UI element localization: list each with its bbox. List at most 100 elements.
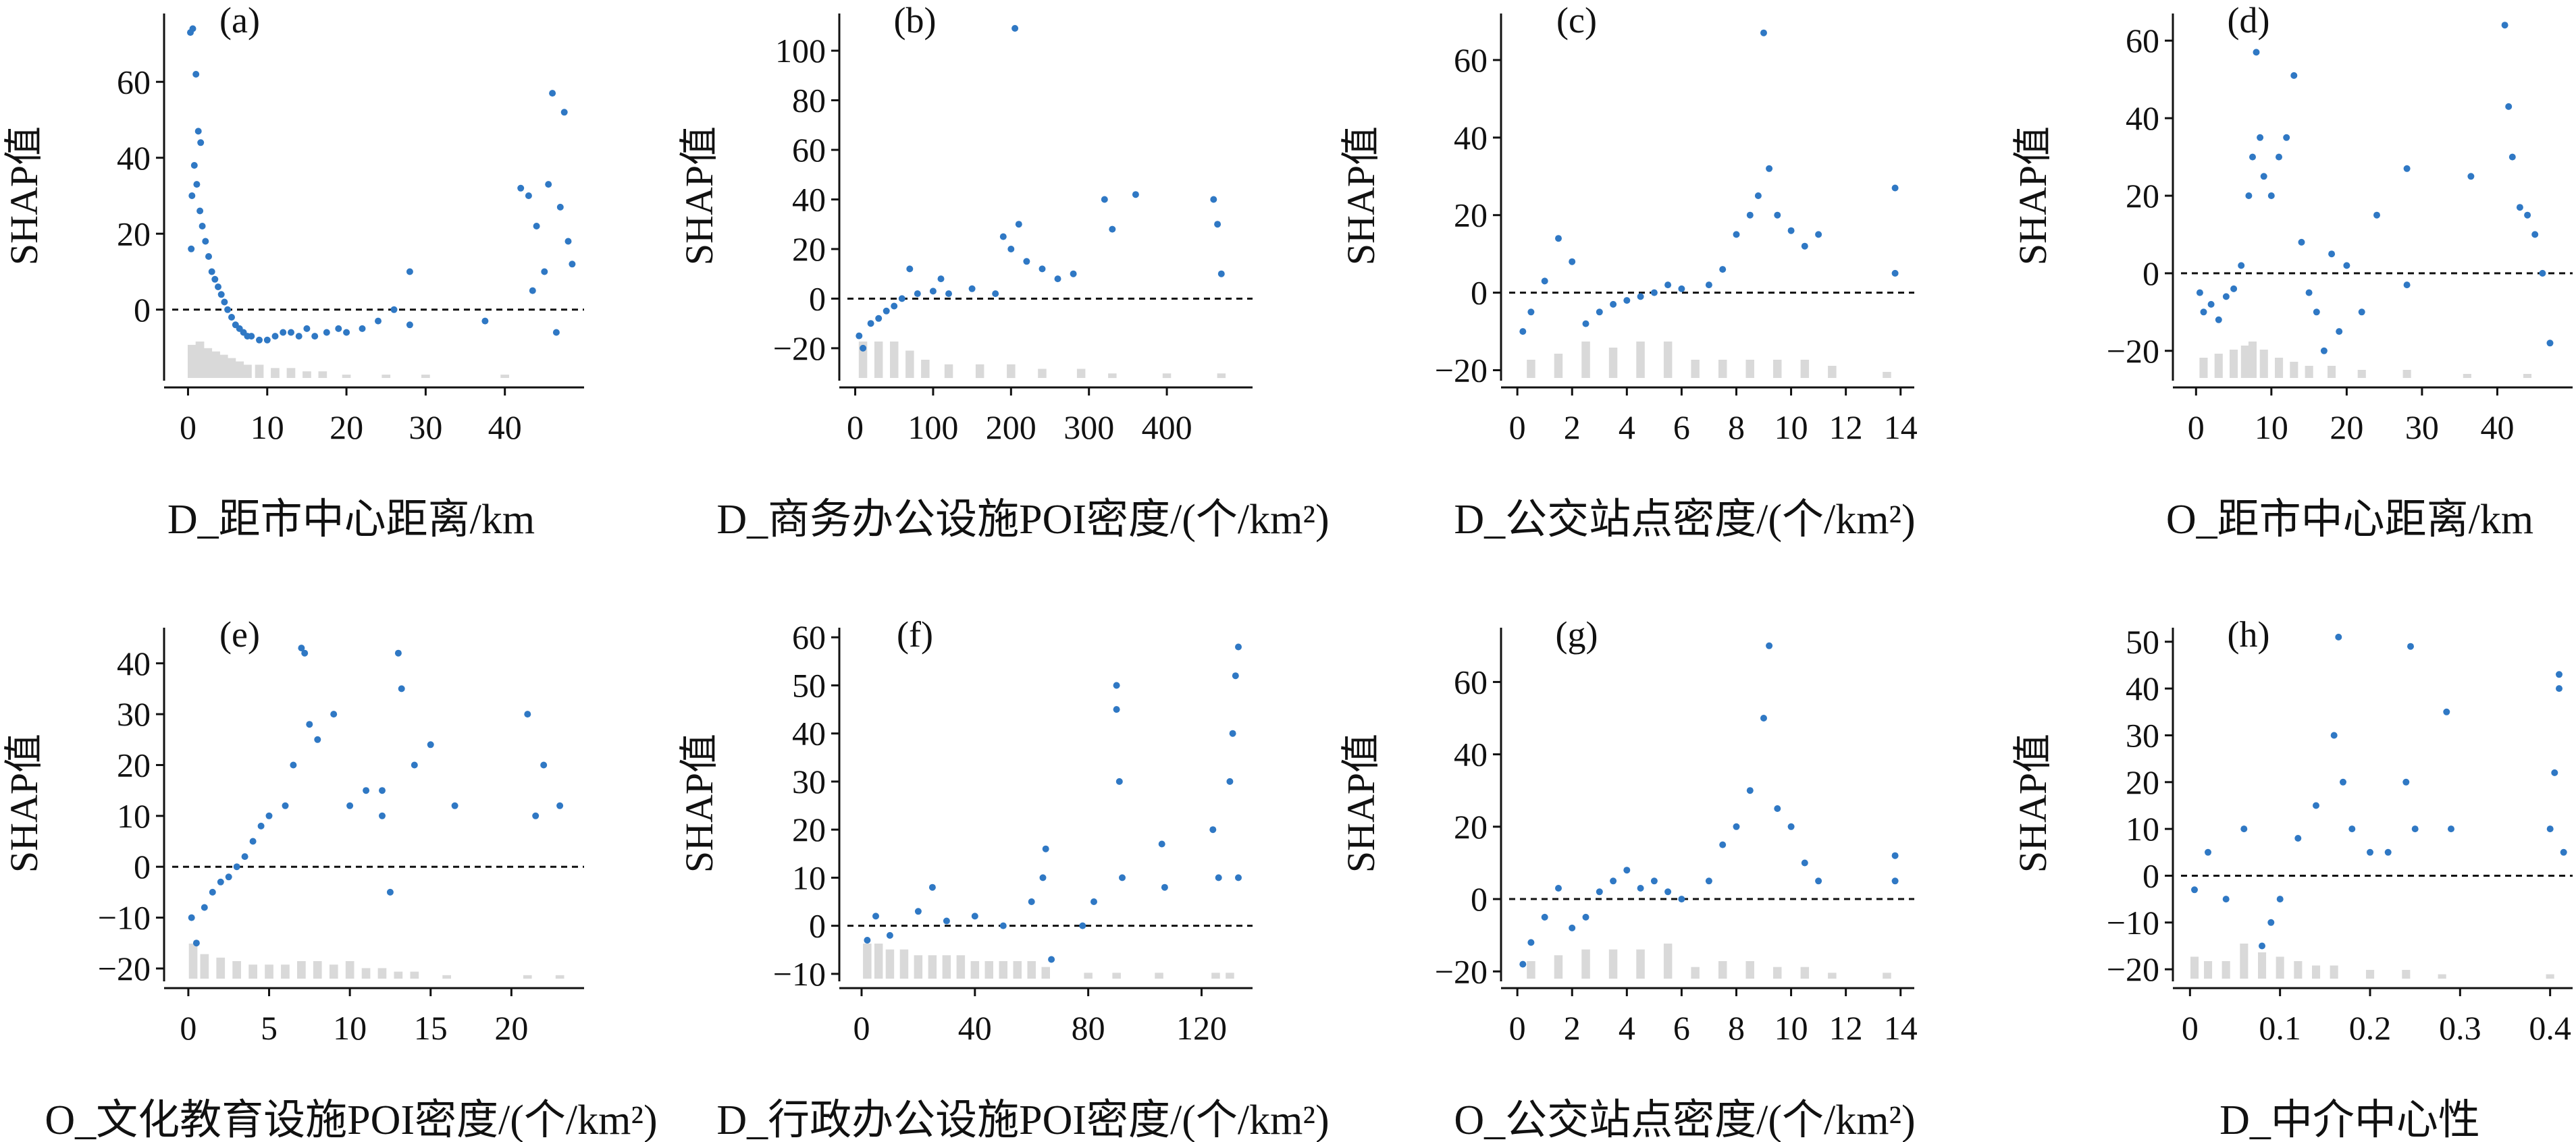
panel-f: −10 0 10 20 30 40 50 60 0 40 80 120 (f) SHAP值 D_行政办公设施… [677, 614, 1330, 1142]
y-tick-label: 60 [1454, 663, 1488, 701]
y-tick-label: 30 [792, 763, 826, 800]
histogram-bar [1581, 342, 1590, 378]
data-point [945, 290, 952, 298]
data-point [556, 802, 564, 809]
histogram-bar [265, 964, 273, 979]
data-point [2556, 685, 2562, 692]
data-point [2240, 825, 2248, 833]
data-point [301, 649, 309, 657]
data-point [257, 822, 265, 830]
histogram-bar [899, 949, 909, 979]
data-point [2560, 848, 2567, 856]
data-point [1161, 883, 1168, 891]
data-point [2403, 281, 2411, 289]
data-point [1719, 841, 1727, 848]
data-point [2551, 769, 2558, 776]
y-tick-label: −20 [2107, 950, 2159, 988]
histogram-bar [1608, 949, 1618, 979]
data-point [379, 787, 386, 794]
histogram-bar [271, 368, 280, 378]
histogram-bar [2330, 965, 2338, 979]
y-tick-label: −20 [1435, 352, 1488, 389]
data-point [569, 261, 576, 268]
data-point [427, 741, 434, 749]
y-tick-label: 40 [1454, 119, 1488, 157]
data-point [2348, 825, 2356, 833]
data-point [1132, 191, 1139, 198]
histogram-bar [1663, 944, 1673, 979]
data-point [375, 317, 382, 325]
data-point [1787, 823, 1795, 830]
y-tick-label: 60 [792, 131, 826, 169]
data-point [343, 329, 350, 336]
data-point [999, 922, 1007, 929]
data-point [379, 812, 386, 819]
histogram-bar [377, 968, 387, 979]
data-point [306, 721, 313, 728]
data-point [549, 90, 556, 97]
x-axis-label: D_公交站点密度/(个/km²) [1454, 497, 1915, 543]
data-point [1214, 221, 1221, 228]
data-point [1815, 877, 1822, 885]
histogram-bar [318, 371, 327, 378]
histogram-bar [1691, 360, 1700, 378]
x-tick-label: 12 [1829, 1009, 1863, 1047]
x-axis-label: D_商务办公设施POI密度/(个/km²) [716, 497, 1329, 543]
data-point [2358, 308, 2365, 316]
y-tick-label: 30 [117, 695, 151, 733]
data-point [2403, 165, 2411, 172]
panel-label: (b) [894, 0, 937, 40]
data-point [1891, 852, 1899, 859]
histogram-bar [905, 350, 914, 378]
data-point [1555, 235, 1562, 242]
histogram-bar [1084, 973, 1093, 979]
data-point [2313, 308, 2320, 316]
data-point [560, 109, 568, 116]
histogram-bar [2305, 366, 2313, 378]
data-point [856, 332, 863, 339]
histogram-bar [921, 360, 930, 378]
data-point [224, 306, 232, 313]
y-tick-label: 0 [2143, 254, 2159, 292]
y-tick-label: −20 [773, 329, 826, 367]
histogram-bar [1883, 973, 1891, 979]
y-tick-label: 0 [1471, 880, 1488, 918]
data-point [346, 802, 354, 809]
y-tick-label: 20 [1454, 808, 1488, 846]
y-axis-label: SHAP值 [677, 734, 721, 873]
data-point [1158, 840, 1165, 848]
data-point [288, 329, 294, 336]
y-tick-label: 60 [2126, 22, 2159, 59]
histogram-bar [975, 364, 984, 379]
histogram-bar [1527, 360, 1535, 378]
histogram-bar [211, 351, 220, 378]
x-tick-label: 40 [958, 1009, 992, 1047]
histogram-bar [1038, 369, 1047, 378]
data-point [875, 315, 883, 322]
x-axis-label: D_行政办公设施POI密度/(个/km²) [716, 1097, 1329, 1142]
panel-b: −20 0 20 40 60 80 100 0 100 200 300 400 (b) SHAP值 D_商务… [677, 0, 1330, 543]
data-point [552, 329, 560, 336]
histogram-bar [410, 971, 419, 979]
data-point [217, 878, 224, 886]
data-point [529, 287, 536, 294]
data-point [1678, 896, 1685, 903]
y-tick-label: 20 [2126, 177, 2159, 215]
y-tick-label: 20 [792, 230, 826, 268]
histogram-bar [928, 955, 937, 979]
data-point [193, 181, 201, 188]
histogram-bar [2402, 370, 2411, 378]
histogram-bar [232, 961, 241, 979]
data-point [2524, 211, 2531, 219]
data-point [1048, 956, 1055, 963]
histogram-bar [1745, 961, 1754, 979]
data-point [189, 25, 196, 32]
data-point [1011, 25, 1019, 32]
data-point [1541, 277, 1548, 285]
data-point [2298, 238, 2305, 246]
data-point [2267, 919, 2275, 926]
data-point [1733, 231, 1740, 238]
data-point [215, 283, 221, 290]
data-point [1678, 285, 1685, 292]
